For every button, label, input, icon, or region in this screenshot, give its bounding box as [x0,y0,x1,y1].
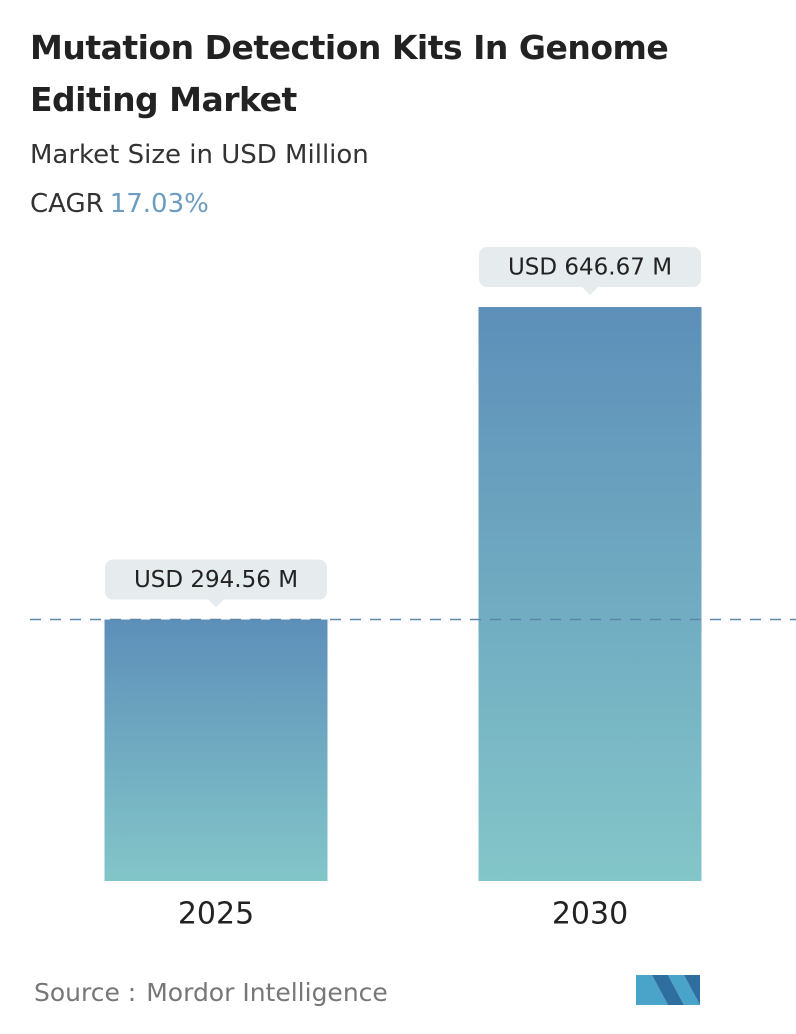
label-pointer [582,287,598,295]
bar [104,619,328,881]
cagr-label: CAGR [30,189,104,219]
label-bubble [105,559,327,600]
bar [478,307,702,881]
chart-subtitle: Market Size in USD Million [30,140,369,170]
chart-title: Mutation Detection Kits In Genome Editin… [30,28,669,119]
value-label: USD 294.56 M [134,567,298,593]
x-tick-label: 2030 [552,897,628,932]
source-name: Mordor Intelligence [146,978,388,1007]
value-label: USD 646.67 M [508,255,672,281]
label-bubble [479,247,701,287]
logo [636,975,700,1005]
source: Source : Mordor Intelligence [34,978,388,1007]
x-tick-label: 2025 [178,897,254,932]
cagr-value: 17.03% [109,189,209,219]
source-label: Source : [34,978,137,1007]
cagr: CAGR 17.03% [30,189,209,219]
label-pointer [208,599,224,608]
